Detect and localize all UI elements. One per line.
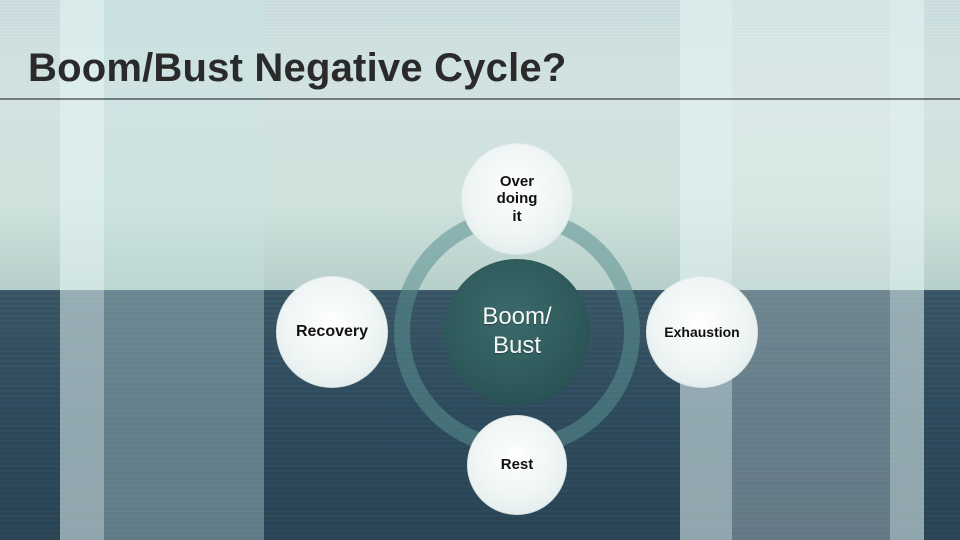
bg-vertical-band — [890, 0, 924, 540]
cycle-node-rest: Rest — [467, 415, 567, 515]
center-line-1: Boom/ — [482, 303, 551, 332]
cycle-node-label: Exhaustion — [664, 324, 739, 340]
title-underline — [0, 98, 960, 100]
cycle-node-exhaustion: Exhaustion — [646, 276, 758, 388]
cycle-node-label: Recovery — [296, 323, 368, 341]
bg-vertical-band — [732, 0, 890, 540]
center-line-2: Bust — [493, 332, 541, 361]
cycle-center: Boom/ Bust — [444, 259, 590, 405]
cycle-node-recovery: Recovery — [276, 276, 388, 388]
cycle-node-label: Over — [497, 173, 538, 190]
bg-vertical-band — [680, 0, 732, 540]
page-title: Boom/Bust Negative Cycle? — [28, 46, 566, 91]
cycle-node-overdoing: Overdoingit — [461, 143, 573, 255]
cycle-node-label: Rest — [501, 456, 534, 473]
cycle-node-label: doing — [497, 190, 538, 207]
cycle-node-label: it — [497, 208, 538, 225]
slide: Boom/Bust Negative Cycle? Boom/ Bust Ove… — [0, 0, 960, 540]
